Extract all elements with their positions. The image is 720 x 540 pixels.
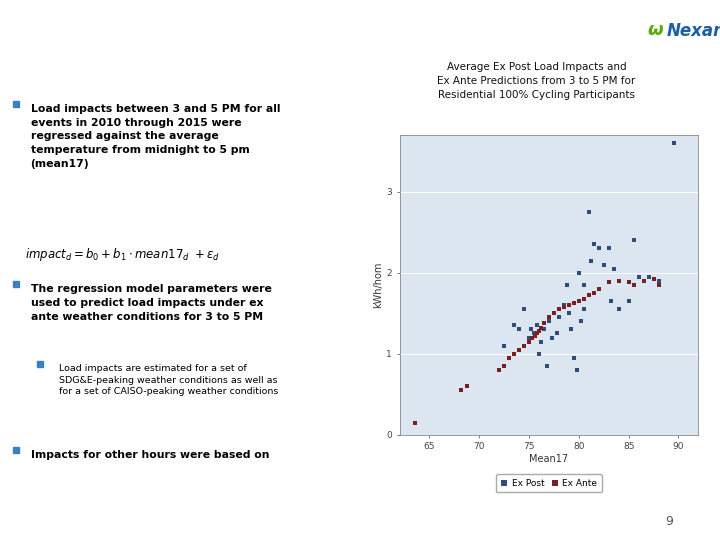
Point [534,327,545,335]
Text: The regression model parameters were
used to predict load impacts under ex
ante : The regression model parameters were use… [30,285,271,322]
X-axis label: Mean17: Mean17 [529,454,569,464]
Point [548,309,559,318]
Point [544,317,555,326]
Point [541,362,553,370]
Point [535,323,546,332]
Point [498,341,510,350]
Point [493,366,505,374]
Point [534,349,545,358]
Point [628,281,639,289]
Point [588,240,600,248]
Text: ω: ω [648,21,663,39]
Point [613,276,624,285]
Point [546,333,558,342]
Point [578,305,590,313]
Point [563,301,575,309]
Point [638,276,649,285]
Point [526,333,538,342]
Point [583,208,595,217]
Point [585,256,597,265]
Point [565,325,577,334]
Point [523,333,535,342]
Point [518,305,530,313]
Point [508,321,520,329]
Point [623,278,634,287]
Text: $\mathit{impact}_d = b_0 + b_1 \cdot \mathit{mean17}_d\ +\varepsilon_d$: $\mathit{impact}_d = b_0 + b_1 \cdot \ma… [25,246,220,263]
Point [544,313,555,322]
Point [553,305,564,313]
Point [653,276,665,285]
Point [588,289,600,298]
Point [518,341,530,350]
Point [593,285,605,293]
Point [535,337,546,346]
Point [539,325,550,334]
Point [568,353,580,362]
Point [503,353,515,362]
Point [648,275,660,284]
Legend: Ex Post, Ex Ante: Ex Post, Ex Ante [496,474,602,492]
Point [552,329,563,338]
Point [613,305,624,313]
Text: Ex Ante Methodology: Ex Ante Methodology [18,38,240,58]
Point [561,281,572,289]
Text: Load impacts are estimated for a set of
SDG&E-peaking weather conditions as well: Load impacts are estimated for a set of … [59,364,279,396]
Text: Load impacts between 3 and 5 PM for all
events in 2010 through 2015 were
regress: Load impacts between 3 and 5 PM for all … [30,104,280,168]
Point [603,244,615,253]
Point [575,317,587,326]
Point [628,236,639,245]
Point [531,321,543,329]
Point [563,309,575,318]
Point [526,325,537,334]
Point [593,244,605,253]
Point [456,386,467,394]
Text: Nexant: Nexant [667,22,720,40]
Point [531,329,543,338]
Y-axis label: kWh/hom: kWh/hom [374,262,384,308]
Point [633,273,644,281]
Point [573,297,585,306]
Point [529,332,541,340]
Point [583,291,595,300]
Point [623,297,634,306]
Text: 9: 9 [666,515,673,528]
Point [558,302,570,311]
Point [578,281,590,289]
Point [653,281,665,289]
Point [498,362,510,370]
Point [598,260,610,269]
Point [508,349,520,358]
Point [513,325,525,334]
Text: Average Ex Post Load Impacts and
Ex Ante Predictions from 3 to 5 PM for
Resident: Average Ex Post Load Impacts and Ex Ante… [437,62,636,100]
Point [605,297,616,306]
Point [462,382,473,390]
Point [528,329,540,338]
Point [667,139,679,147]
Point [573,268,585,277]
Point [608,265,619,273]
Point [548,309,559,318]
Point [409,418,420,427]
Point [539,319,550,327]
Point [568,299,580,308]
Point [578,294,590,303]
Point [603,278,615,287]
Point [553,313,564,322]
Point [571,366,582,374]
Point [513,346,525,354]
Point [643,273,654,281]
Point [523,337,535,346]
Point [558,301,570,309]
Text: Impacts for other hours were based on: Impacts for other hours were based on [30,450,269,460]
